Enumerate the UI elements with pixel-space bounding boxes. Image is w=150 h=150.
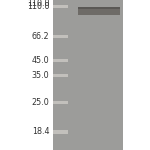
Bar (53, 35, 68, 38)
Bar (53, 5, 68, 8)
Text: 110.0: 110.0 (27, 0, 50, 8)
Bar (53, 0, 123, 150)
Text: 25.0: 25.0 (32, 98, 50, 107)
Text: 45.0: 45.0 (32, 56, 50, 65)
Bar (53, 74, 68, 77)
Bar (53, 101, 68, 104)
Text: 18.4: 18.4 (32, 128, 50, 136)
Text: 35.0: 35.0 (32, 71, 50, 80)
Bar (78, 7, 120, 15)
Bar (53, 59, 68, 62)
Bar (53, 130, 68, 134)
Text: 66.2: 66.2 (32, 32, 50, 41)
Text: 110.0: 110.0 (27, 2, 50, 11)
Bar (78, 7, 120, 9)
